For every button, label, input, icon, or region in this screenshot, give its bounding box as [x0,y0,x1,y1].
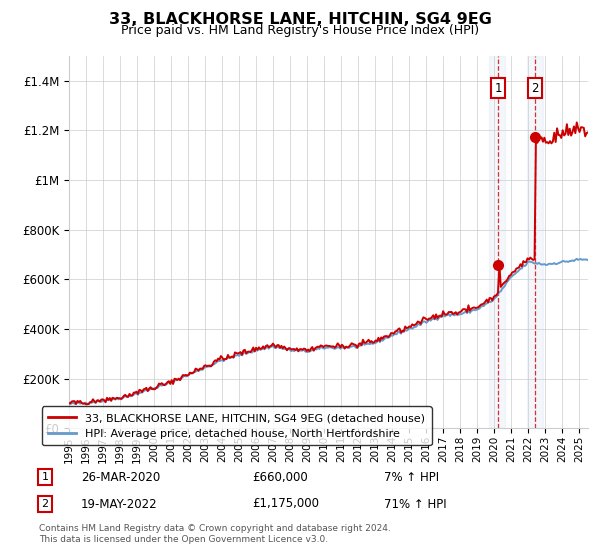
Text: Price paid vs. HM Land Registry's House Price Index (HPI): Price paid vs. HM Land Registry's House … [121,24,479,37]
Text: 33, BLACKHORSE LANE, HITCHIN, SG4 9EG: 33, BLACKHORSE LANE, HITCHIN, SG4 9EG [109,12,491,27]
Text: 71% ↑ HPI: 71% ↑ HPI [384,497,446,511]
Bar [527,56,543,428]
Text: 2: 2 [41,499,49,509]
Text: 1: 1 [41,472,49,482]
Text: £660,000: £660,000 [252,470,308,484]
Text: 1: 1 [494,82,502,95]
Text: 19-MAY-2022: 19-MAY-2022 [81,497,158,511]
Text: Contains HM Land Registry data © Crown copyright and database right 2024.: Contains HM Land Registry data © Crown c… [39,524,391,533]
Text: 2: 2 [531,82,539,95]
Text: £1,175,000: £1,175,000 [252,497,319,511]
Legend: 33, BLACKHORSE LANE, HITCHIN, SG4 9EG (detached house), HPI: Average price, deta: 33, BLACKHORSE LANE, HITCHIN, SG4 9EG (d… [41,407,431,445]
Text: 26-MAR-2020: 26-MAR-2020 [81,470,160,484]
Text: This data is licensed under the Open Government Licence v3.0.: This data is licensed under the Open Gov… [39,535,328,544]
Bar [490,56,505,428]
Text: 7% ↑ HPI: 7% ↑ HPI [384,470,439,484]
